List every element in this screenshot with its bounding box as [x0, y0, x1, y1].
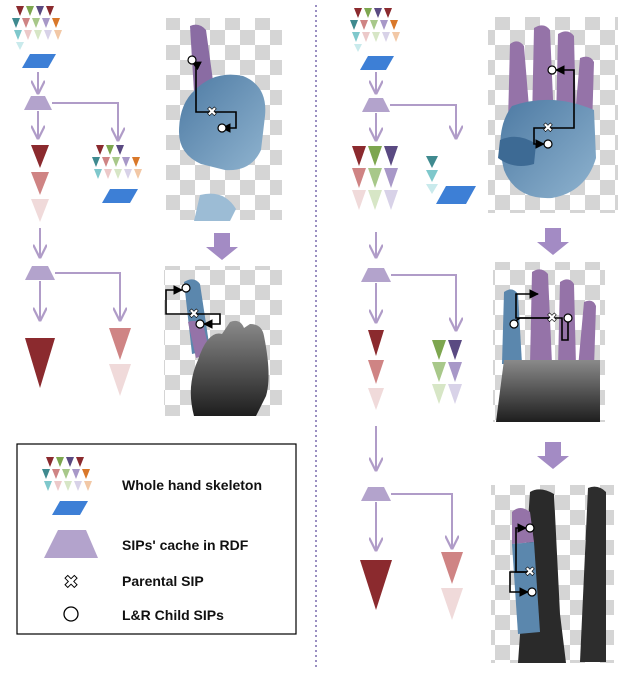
hand-skeleton-icon: [92, 145, 142, 203]
legend-label-parental: Parental SIP: [122, 573, 204, 589]
hand-skeleton-icon: [42, 457, 92, 515]
step-arrow: [206, 233, 238, 260]
cache-trapezoid: [24, 96, 52, 110]
legend-label-child: L&R Child SIPs: [122, 607, 224, 623]
circle-icon: [63, 606, 79, 622]
trapezoid-icon: [44, 530, 98, 558]
hand-skeleton-icon: [12, 6, 62, 68]
step-arrow: [537, 228, 569, 255]
cache-trapezoid: [361, 268, 391, 282]
hand-image-left-1: ✖: [166, 18, 282, 221]
cache-trapezoid: [361, 487, 391, 501]
svg-text:✖: ✖: [547, 311, 558, 326]
cache-trapezoid: [25, 266, 55, 280]
hand-image-right-1: ✖: [488, 17, 618, 213]
hand-image-left-2: ✖: [164, 266, 282, 416]
hand-skeleton-icon: [350, 8, 400, 70]
cross-icon: ✖: [207, 105, 218, 120]
left-flow: [12, 6, 142, 396]
svg-text:✖: ✖: [543, 121, 554, 136]
svg-text:✖: ✖: [189, 307, 200, 322]
legend-label-cache: SIPs' cache in RDF: [122, 537, 249, 553]
cache-trapezoid: [362, 98, 390, 112]
hand-image-right-2: ✖: [493, 262, 605, 422]
cross-icon: ✖: [63, 572, 78, 593]
hand-image-right-3: ✖: [491, 485, 614, 663]
legend-label-skeleton: Whole hand skeleton: [122, 477, 262, 493]
right-flow: [350, 8, 476, 620]
svg-text:✖: ✖: [525, 565, 536, 580]
step-arrow: [537, 442, 569, 469]
legend-box: Whole hand skeleton SIPs' cache in RDF ✖…: [16, 443, 297, 635]
